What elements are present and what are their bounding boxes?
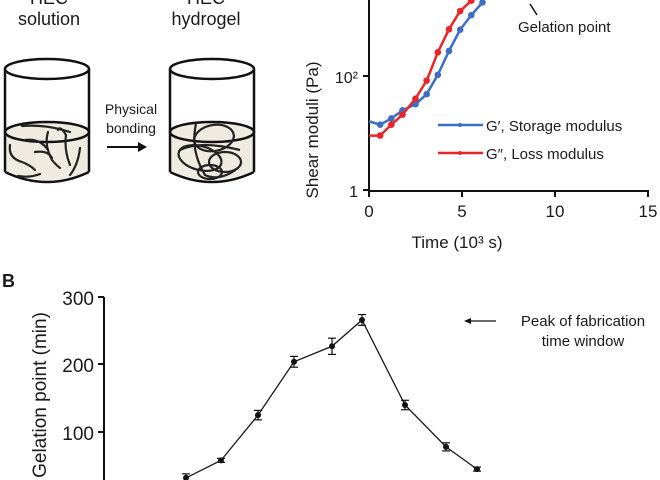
chart-a-ylabel: Shear moduli (Pa): [303, 61, 322, 198]
chart-b-ytick-200: 200: [62, 356, 94, 377]
chart-a-point: [376, 121, 384, 128]
chart-b-point: [443, 443, 449, 450]
chart-a-series-line-1: [369, 0, 473, 137]
arrow-label-1: Physical: [105, 101, 157, 117]
legend-storage-modulus: G′, Storage modulus: [486, 118, 622, 135]
arrow-label-2: bonding: [106, 120, 156, 136]
chart-a-xlabel: Time (10³ s): [412, 233, 503, 252]
chart-a-point: [376, 132, 384, 139]
chart-b-point: [329, 343, 335, 350]
peak-annotation-line-1: Peak of fabrication: [521, 313, 645, 330]
beaker-solution: [3, 57, 91, 184]
crosslinked-network: [177, 123, 243, 181]
chart-a-point: [399, 111, 406, 118]
chart-a-point: [468, 11, 475, 19]
chart-b-point: [359, 316, 365, 323]
chart-b-point: [474, 466, 480, 473]
gelation-point-pointer: [529, 3, 538, 16]
polymer-chains: [8, 124, 82, 178]
chart-a-point: [423, 77, 430, 84]
peak-annotation-line-2: time window: [542, 333, 625, 350]
chart-b-point: [218, 457, 224, 464]
chart-b-point: [291, 358, 297, 365]
hec-solution-label-top: HEC: [30, 0, 68, 8]
chart-a-point: [479, 0, 486, 6]
chart-a-point: [388, 121, 395, 128]
chart-b-point: [255, 412, 261, 419]
chart-a-ytick-100: 10²: [335, 70, 359, 87]
chart-a-point: [423, 90, 430, 98]
chart-a-series-line-0: [368, 1, 484, 127]
hec-hydrogel-label-top: HEC: [187, 0, 225, 8]
chart-a-legend: G′, Storage modulus G″, Loss modulus: [438, 118, 622, 163]
chart-b-ylabel: Gelation point (min): [30, 312, 51, 478]
arrow-physical-bonding: Physical bonding: [105, 101, 157, 152]
chart-a-point: [434, 71, 442, 79]
chart-a-point: [445, 25, 453, 33]
chart-a-point: [456, 7, 464, 15]
hec-solution-label: solution: [18, 9, 80, 29]
chart-a-point: [468, 0, 475, 4]
chart-a-point: [445, 47, 453, 55]
chart-a-xtick-label: 0: [364, 202, 373, 221]
chart-b-point: [402, 402, 408, 408]
chart-a-ytick-1: 1: [349, 184, 358, 201]
chart-a-point: [456, 26, 464, 33]
schematic: HEC solution HEC hydrogel Physical: [3, 0, 256, 184]
chart-b-ytick-100: 100: [62, 424, 94, 445]
chart-b: B Gelation point (min) 300 200 100 Peak …: [2, 271, 645, 480]
chart-a-xtick-label: 10: [546, 202, 565, 221]
chart-a-xtick-label: 5: [457, 202, 466, 221]
chart-b-ytick-300: 300: [62, 289, 94, 310]
hec-hydrogel-label: hydrogel: [171, 9, 240, 29]
chart-a-point: [412, 95, 419, 102]
panel-b-label: B: [2, 271, 15, 291]
legend-loss-modulus: G″, Loss modulus: [486, 146, 604, 163]
chart-a-xtick-label: 15: [639, 202, 658, 221]
chart-a-point: [434, 49, 442, 56]
chart-a-point: [388, 115, 395, 122]
chart-a: Shear moduli (Pa) 0 5 10 15 1 10² Time (10³…: [303, 0, 657, 252]
gelation-point-annotation: Gelation point: [518, 19, 611, 36]
beaker-hydrogel: [168, 57, 256, 184]
chart-b-point: [183, 474, 189, 480]
